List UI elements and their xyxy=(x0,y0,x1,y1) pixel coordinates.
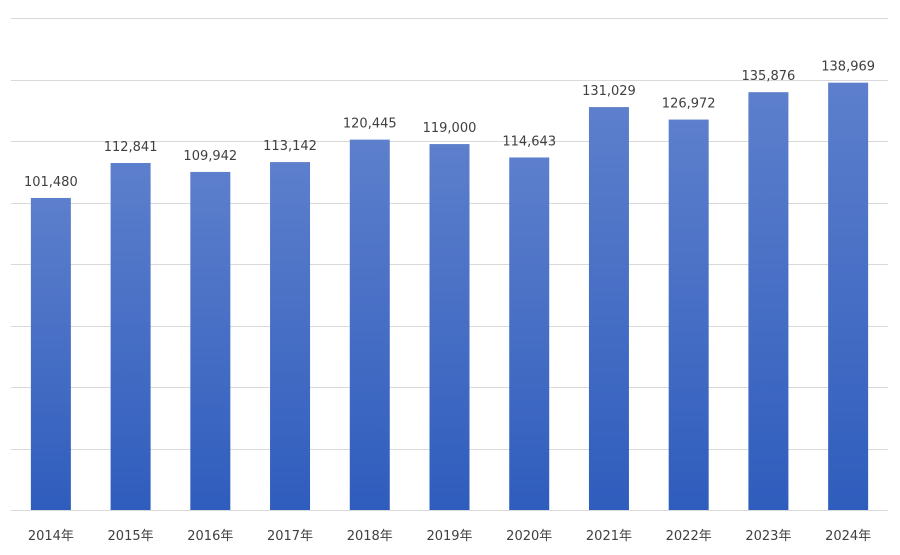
bar-2021年 xyxy=(588,107,629,511)
x-tick-label: 2023年 xyxy=(745,529,791,544)
bars xyxy=(30,82,869,511)
data-label: 119,000 xyxy=(423,121,477,136)
data-label: 131,029 xyxy=(582,84,636,99)
bar-2020年 xyxy=(509,157,550,510)
bar-2019年 xyxy=(429,144,470,510)
x-tick-label: 2017年 xyxy=(267,529,313,544)
data-label: 112,841 xyxy=(104,140,158,155)
x-axis-ticks: 2014年 2015年 2016年 2017年 2018年 2019年 2020年 2021年… xyxy=(28,529,871,544)
bar-2017年 xyxy=(270,162,311,510)
x-tick-label: 2015年 xyxy=(108,529,154,544)
bar-2024年 xyxy=(828,82,869,511)
x-tick-label: 2019年 xyxy=(426,529,472,544)
bar-2023年 xyxy=(748,92,789,510)
bar-2016年 xyxy=(190,171,231,510)
x-tick-label: 2022年 xyxy=(666,529,712,544)
x-tick-label: 2020年 xyxy=(506,529,552,544)
data-label: 120,445 xyxy=(343,117,397,132)
x-tick-label: 2024年 xyxy=(825,529,871,544)
data-label: 113,142 xyxy=(263,139,317,154)
data-label: 135,876 xyxy=(742,69,796,84)
bar-2014年 xyxy=(30,197,71,510)
x-tick-label: 2018年 xyxy=(347,529,393,544)
x-tick-label: 2014年 xyxy=(28,529,74,544)
data-label: 114,643 xyxy=(502,134,556,149)
data-labels: 101,480 112,841 109,942 113,142 120,445 119,0… xyxy=(24,60,875,190)
bar-2015年 xyxy=(110,163,151,511)
bar-2022年 xyxy=(668,119,709,510)
x-tick-label: 2021年 xyxy=(586,529,632,544)
data-label: 109,942 xyxy=(183,149,237,164)
data-label: 138,969 xyxy=(821,60,875,75)
x-tick-label: 2016年 xyxy=(187,529,233,544)
data-label: 101,480 xyxy=(24,175,78,190)
data-label: 126,972 xyxy=(662,97,716,112)
bar-2018年 xyxy=(349,139,390,510)
